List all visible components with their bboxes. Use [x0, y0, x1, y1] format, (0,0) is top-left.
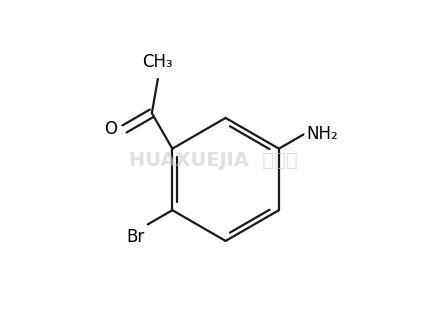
Text: CH₃: CH₃ [143, 53, 173, 71]
Text: NH₂: NH₂ [307, 126, 338, 143]
Text: Br: Br [127, 228, 144, 246]
Text: HUAXUEJIA  化学加: HUAXUEJIA 化学加 [129, 151, 297, 170]
Text: O: O [104, 120, 117, 138]
